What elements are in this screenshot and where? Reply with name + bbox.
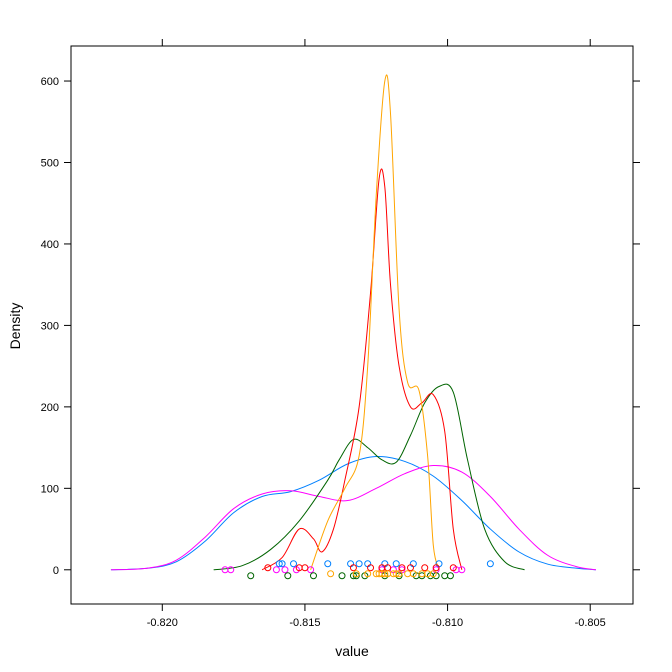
y-tick-label: 200	[41, 402, 59, 414]
rug-point	[406, 564, 414, 572]
rug-point	[309, 572, 317, 580]
density-line-5	[310, 74, 440, 570]
rug-point	[392, 570, 400, 578]
rug-point	[327, 570, 335, 578]
rug-point	[449, 564, 457, 572]
rug-point	[375, 570, 383, 578]
rug-point	[352, 572, 360, 580]
y-tick-label: 100	[41, 483, 59, 495]
plot-panel-border	[70, 45, 634, 605]
y-tick-label: 400	[41, 239, 59, 251]
rug-point	[264, 564, 272, 572]
rug-point	[395, 570, 403, 578]
y-tick-label: 300	[41, 320, 59, 332]
y-tick-label: 600	[41, 76, 59, 88]
x-tick-label: -0.810	[432, 617, 463, 629]
rug-point	[281, 566, 289, 574]
x-axis-title: value	[335, 643, 369, 659]
rug-point	[247, 572, 255, 580]
rug-point	[432, 564, 440, 572]
x-tick-label: -0.820	[147, 617, 178, 629]
rug-point	[367, 564, 375, 572]
rug-points	[221, 560, 494, 580]
rug-point	[421, 564, 429, 572]
x-tick-label: -0.815	[289, 617, 320, 629]
rug-point	[429, 570, 437, 578]
rug-point	[278, 560, 286, 568]
y-axis-title: Density	[7, 303, 23, 350]
rug-point	[355, 560, 363, 568]
y-tick-label: 0	[53, 565, 59, 577]
rug-point	[364, 570, 372, 578]
density-line-1	[110, 456, 596, 571]
rug-point	[227, 566, 235, 574]
rug-point	[352, 570, 360, 578]
rug-point	[349, 564, 357, 572]
rug-point	[284, 572, 292, 580]
density-line-3	[213, 383, 525, 571]
rug-point	[338, 572, 346, 580]
density-line-2	[110, 465, 596, 571]
rug-point	[301, 564, 309, 572]
rug-point	[221, 566, 229, 574]
rug-point	[404, 570, 412, 578]
x-tick-label: -0.805	[575, 617, 606, 629]
rug-point	[272, 566, 280, 574]
rug-point	[486, 560, 494, 568]
rug-point	[441, 572, 449, 580]
rug-point	[398, 564, 406, 572]
rug-point	[409, 570, 417, 578]
axis-ticks: -0.820 -0.815 -0.810 -0.805 0 100 200 300 400 500…	[41, 39, 640, 629]
rug-point	[392, 560, 400, 568]
rug-point	[275, 560, 283, 568]
rug-point	[290, 560, 298, 568]
y-tick-label: 500	[41, 157, 59, 169]
rug-point	[458, 566, 466, 574]
density-line-4	[261, 168, 463, 571]
density-curves	[110, 74, 596, 571]
rug-point	[324, 560, 332, 568]
rug-point	[446, 572, 454, 580]
